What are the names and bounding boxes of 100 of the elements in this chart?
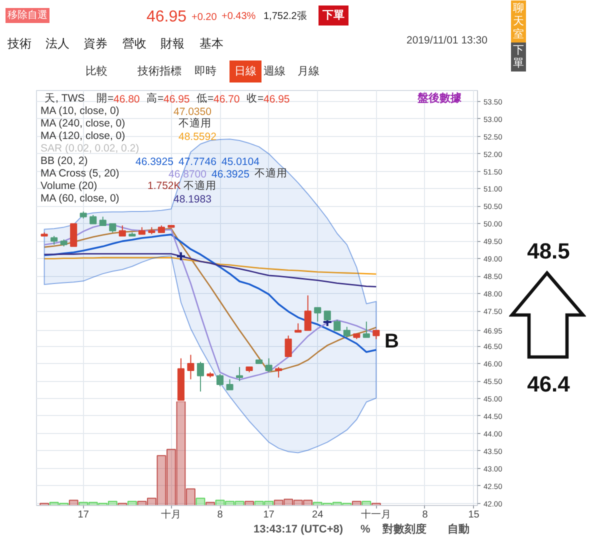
- bar: [156, 455, 166, 505]
- x-tick-label: 17: [78, 510, 90, 520]
- text: 法人: [46, 36, 70, 50]
- candlestick: [70, 223, 78, 247]
- bar: [146, 498, 156, 505]
- annotation: 46.95: [264, 94, 290, 106]
- text: 聊天室: [513, 2, 524, 40]
- bar: [254, 500, 264, 505]
- text: 週線: [264, 66, 286, 78]
- bar: [332, 502, 342, 505]
- annotation: 收=: [246, 92, 264, 104]
- text: 財報: [160, 36, 184, 50]
- x-tick-label: 17: [263, 510, 275, 520]
- annotation: MA Cross (5, 20): [40, 168, 120, 180]
- candlestick: [265, 358, 272, 373]
- bar: [186, 488, 196, 505]
- text: 自動: [448, 522, 470, 536]
- bar: [196, 498, 206, 505]
- text: 月線: [298, 66, 320, 78]
- annotation: 不適用: [184, 179, 216, 192]
- x-tick-label: 8: [217, 510, 224, 520]
- text: 基本: [200, 36, 224, 50]
- text: +0.43%: [222, 11, 256, 22]
- candlestick: [226, 378, 234, 390]
- text: 營收: [122, 36, 146, 50]
- text: 2019/11/01 13:30: [406, 34, 488, 46]
- bar: [206, 502, 215, 505]
- bar: [293, 500, 303, 505]
- text: 46.95: [146, 8, 187, 26]
- candlestick: [236, 366, 244, 382]
- annotation: 高=: [146, 92, 164, 104]
- bar: [49, 502, 59, 505]
- text: 技術指標: [136, 66, 182, 78]
- text: 移除自選: [8, 9, 48, 21]
- bar: [312, 502, 322, 505]
- candlestick: [196, 361, 204, 392]
- x-tick-label: 15: [468, 510, 480, 520]
- annotation: SAR (0.02, 0.02, 0.2): [40, 142, 140, 154]
- annotation: 45.0104: [222, 156, 260, 168]
- text: 下單: [322, 10, 344, 22]
- candlestick: [118, 224, 126, 236]
- annotation: 46.3925: [136, 156, 174, 168]
- annotation: 盤後數據: [416, 92, 462, 104]
- annotation: 47.0350: [174, 106, 212, 118]
- bar: [352, 500, 362, 505]
- candlestick: [314, 307, 322, 322]
- line-series: [44, 253, 377, 288]
- candlestick: [275, 366, 282, 378]
- annotation: 天, TWS: [44, 92, 85, 104]
- candlestick: [362, 321, 370, 338]
- x-tick-label: 十一月: [361, 508, 392, 520]
- annotation: 46.95: [164, 94, 190, 106]
- x-tick-label: 十月: [161, 508, 182, 520]
- annotation: 低=: [196, 92, 214, 104]
- candlestick: [334, 319, 341, 331]
- line-series: [43, 234, 378, 353]
- annotation: MA (120, close, 0): [40, 130, 126, 142]
- bar: [166, 448, 176, 505]
- bar: [88, 502, 98, 505]
- text: 48.5: [527, 238, 570, 264]
- annotation: 46.80: [114, 94, 140, 106]
- annotation: BB (20, 2): [40, 155, 88, 167]
- bar: [284, 498, 294, 505]
- annotation: 不適用: [178, 116, 212, 130]
- annotation: 48.1983: [174, 194, 212, 206]
- text: 技術: [6, 36, 32, 50]
- annotation: 不適用: [254, 166, 288, 180]
- annotation: 47.7746: [178, 156, 217, 168]
- bar: [244, 500, 254, 505]
- bar: [108, 500, 118, 505]
- bar: [234, 500, 244, 505]
- text: 資券: [84, 36, 108, 50]
- annotation: MA (60, close, 0): [40, 192, 120, 204]
- text: 1,752.2張: [264, 11, 307, 22]
- annotation: 開=: [96, 92, 114, 104]
- annotation: MA (10, close, 0): [40, 105, 120, 117]
- text: 比較: [86, 64, 108, 78]
- annotation: 46.70: [214, 94, 240, 106]
- text: 46.4: [527, 372, 571, 396]
- bar: [264, 500, 274, 505]
- x-tick-label: 24: [312, 510, 324, 520]
- bar: [137, 500, 147, 505]
- bar: [225, 500, 234, 505]
- bar: [274, 500, 284, 505]
- candlestick: [216, 374, 224, 387]
- text: 下單: [513, 44, 524, 70]
- text: +0.20: [192, 12, 218, 23]
- annotation: 1.752K: [148, 180, 181, 192]
- bar: [215, 500, 225, 505]
- annotation: 48.5592: [178, 131, 217, 143]
- candlestick: [187, 354, 194, 380]
- text: 即時: [194, 64, 216, 78]
- bar: [78, 502, 88, 505]
- bar: [362, 500, 372, 505]
- bar: [68, 500, 78, 505]
- annotation: 46.3925: [212, 168, 250, 180]
- annotation: B: [384, 330, 399, 352]
- text: 13:43:17 (UTC+8): [254, 524, 344, 536]
- text: %: [360, 524, 370, 536]
- line-series: [44, 256, 377, 275]
